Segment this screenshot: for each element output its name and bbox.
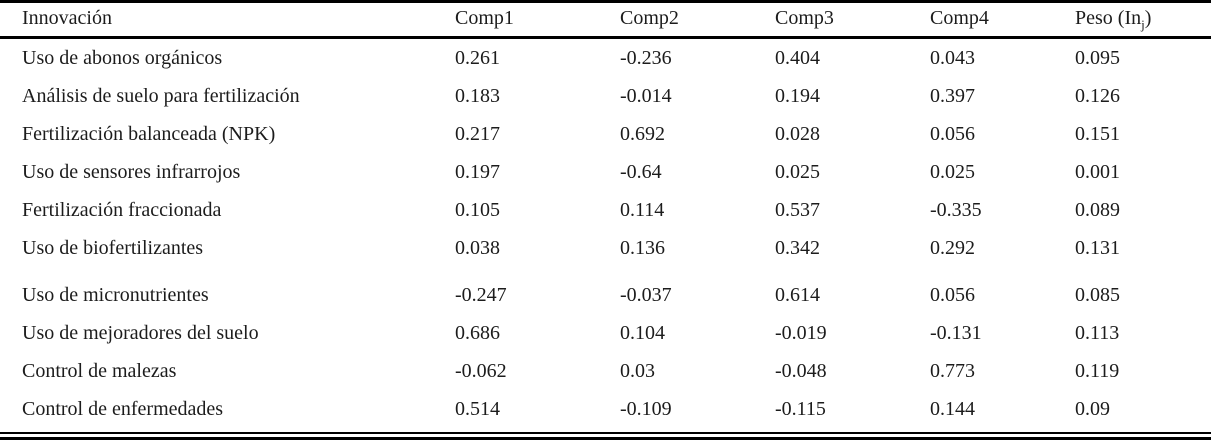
table-row: Control de enfermedades 0.514 -0.109 -0.… xyxy=(0,390,1211,428)
table-row: Uso de sensores infrarrojos 0.197 -0.64 … xyxy=(0,153,1211,191)
cell-comp2: 0.136 xyxy=(620,236,665,259)
cell-comp3: 0.342 xyxy=(775,236,820,259)
cell-comp3: 0.028 xyxy=(775,122,820,145)
cell-comp1: -0.062 xyxy=(455,359,507,382)
cell-comp2: -0.037 xyxy=(620,283,672,306)
col-header-innovation: Innovación xyxy=(0,0,435,39)
cell-comp2: -0.236 xyxy=(620,46,672,69)
cell-comp4: 0.397 xyxy=(930,84,975,107)
cell-comp2: -0.014 xyxy=(620,84,672,107)
col-header-comp3: Comp3 xyxy=(755,0,910,39)
cell-peso: 0.09 xyxy=(1075,397,1110,420)
header-row: Innovación Comp1 Comp2 Comp3 Comp4 Peso … xyxy=(0,0,1211,39)
col-header-peso: Peso (Inj) xyxy=(1055,0,1211,39)
bottom-rule-thick xyxy=(0,437,1211,440)
cell-comp3: -0.048 xyxy=(775,359,827,382)
cell-innovation: Uso de sensores infrarrojos xyxy=(22,160,241,183)
table-row: Control de malezas -0.062 0.03 -0.048 0.… xyxy=(0,352,1211,390)
cell-comp4: -0.131 xyxy=(930,321,982,344)
cell-innovation: Análisis de suelo para fertilización xyxy=(22,84,300,107)
component-loadings-table: Innovación Comp1 Comp2 Comp3 Comp4 Peso … xyxy=(0,0,1211,428)
table-row: Uso de abonos orgánicos 0.261 -0.236 0.4… xyxy=(0,38,1211,78)
col-header-comp2: Comp2 xyxy=(600,0,755,39)
cell-comp2: 0.114 xyxy=(620,198,665,221)
cell-comp2: 0.03 xyxy=(620,359,655,382)
cell-peso: 0.089 xyxy=(1075,198,1120,221)
cell-peso: 0.126 xyxy=(1075,84,1120,107)
table-row: Uso de micronutrientes -0.247 -0.037 0.6… xyxy=(0,267,1211,314)
cell-innovation: Control de malezas xyxy=(22,359,177,382)
cell-comp4: 0.773 xyxy=(930,359,975,382)
table-row: Fertilización balanceada (NPK) 0.217 0.6… xyxy=(0,115,1211,153)
table-row: Análisis de suelo para fertilización 0.1… xyxy=(0,77,1211,115)
cell-comp4: 0.144 xyxy=(930,397,975,420)
peso-prefix: Peso (In xyxy=(1075,7,1142,29)
cell-comp1: 0.183 xyxy=(455,84,500,107)
cell-comp1: -0.247 xyxy=(455,283,507,306)
cell-comp3: 0.025 xyxy=(775,160,820,183)
table-bottom-double-rule xyxy=(0,432,1211,440)
cell-comp2: -0.64 xyxy=(620,160,662,183)
cell-comp1: 0.217 xyxy=(455,122,500,145)
cell-comp1: 0.686 xyxy=(455,321,500,344)
cell-comp1: 0.197 xyxy=(455,160,500,183)
cell-innovation: Fertilización balanceada (NPK) xyxy=(22,122,276,145)
cell-comp4: -0.335 xyxy=(930,198,982,221)
cell-comp4: 0.025 xyxy=(930,160,975,183)
cell-comp3: -0.019 xyxy=(775,321,827,344)
cell-comp2: 0.104 xyxy=(620,321,665,344)
cell-comp4: 0.056 xyxy=(930,283,975,306)
cell-innovation: Uso de biofertilizantes xyxy=(22,236,204,259)
table-row: Uso de mejoradores del suelo 0.686 0.104… xyxy=(0,314,1211,352)
cell-comp1: 0.105 xyxy=(455,198,500,221)
cell-comp1: 0.038 xyxy=(455,236,500,259)
table-row: Fertilización fraccionada 0.105 0.114 0.… xyxy=(0,191,1211,229)
cell-innovation: Uso de abonos orgánicos xyxy=(22,46,223,69)
cell-comp2: 0.692 xyxy=(620,122,665,145)
cell-comp3: 0.194 xyxy=(775,84,820,107)
cell-comp4: 0.043 xyxy=(930,46,975,69)
peso-suffix: ) xyxy=(1144,7,1152,29)
bottom-rule-thin xyxy=(0,432,1211,434)
cell-comp1: 0.261 xyxy=(455,46,500,69)
cell-peso: 0.119 xyxy=(1075,359,1120,382)
cell-comp3: 0.537 xyxy=(775,198,820,221)
col-header-comp4: Comp4 xyxy=(910,0,1055,39)
col-header-comp1: Comp1 xyxy=(435,0,600,39)
cell-innovation: Fertilización fraccionada xyxy=(22,198,222,221)
cell-peso: 0.095 xyxy=(1075,46,1120,69)
cell-peso: 0.085 xyxy=(1075,283,1120,306)
cell-peso: 0.151 xyxy=(1075,122,1120,145)
cell-peso: 0.001 xyxy=(1075,160,1120,183)
cell-innovation: Uso de micronutrientes xyxy=(22,283,209,306)
cell-comp3: -0.115 xyxy=(775,397,826,420)
cell-comp3: 0.614 xyxy=(775,283,820,306)
peso-subscript: j xyxy=(1141,17,1145,32)
cell-peso: 0.131 xyxy=(1075,236,1120,259)
cell-comp1: 0.514 xyxy=(455,397,500,420)
cell-comp4: 0.292 xyxy=(930,236,975,259)
cell-innovation: Control de enfermedades xyxy=(22,397,224,420)
cell-comp2: -0.109 xyxy=(620,397,672,420)
table-row: Uso de biofertilizantes 0.038 0.136 0.34… xyxy=(0,229,1211,267)
cell-peso: 0.113 xyxy=(1075,321,1120,344)
cell-comp4: 0.056 xyxy=(930,122,975,145)
cell-innovation: Uso de mejoradores del suelo xyxy=(22,321,259,344)
cell-comp3: 0.404 xyxy=(775,46,820,69)
